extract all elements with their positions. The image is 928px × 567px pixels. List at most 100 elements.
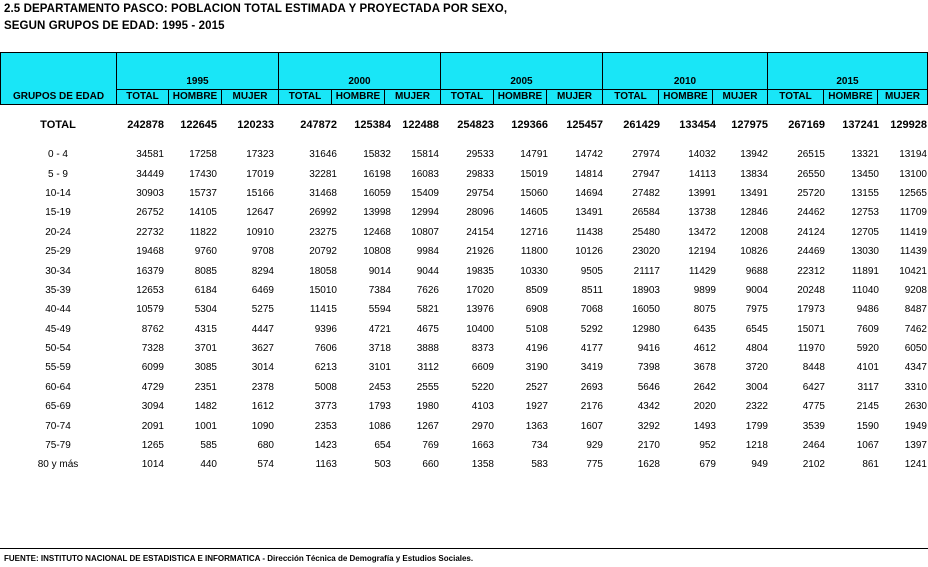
value-cell: 17973 [797,304,825,316]
value-cell: 15409 [411,187,439,199]
value-cell: 30903 [136,187,164,199]
value-cell: 1628 [637,459,660,471]
table-row: 20-24 22732 11822 10910 23275 12468 10807 24154… [0,223,928,242]
value-cell: 2642 [693,381,716,393]
value-cell: 5646 [637,381,660,393]
value-cell: 660 [422,459,439,471]
header-mujer-2005: MUJER [546,89,603,105]
value-cell: 2464 [802,440,825,452]
value-cell: 7606 [314,343,337,355]
value-cell: 14105 [189,207,217,219]
table-row: 65-69 3094 1482 1612 3773 1793 1980 4103 1927 217… [0,397,928,416]
value-cell: 16050 [632,304,660,316]
value-cell: 13491 [575,207,603,219]
header-mujer-1995: MUJER [221,89,279,105]
value-cell: 2630 [904,401,927,413]
age-group-label: 15-19 [45,207,71,219]
table-row: 30-34 16379 8085 8294 18058 9014 9044 19835 1033… [0,261,928,280]
value-cell: 4675 [416,323,439,335]
value-cell: 1482 [194,401,217,413]
value-cell: 24124 [797,226,825,238]
value-cell: 1358 [471,459,494,471]
value-cell: 9486 [856,304,879,316]
value-cell: 3117 [857,381,879,393]
value-cell: 1086 [368,420,391,432]
value-cell: 3720 [745,362,768,374]
value-cell: 12705 [851,226,879,238]
value-cell: 11419 [899,226,927,238]
value-cell: 769 [422,440,439,452]
value-cell: 13998 [363,207,391,219]
table-row: 25-29 19468 9760 9708 20792 10808 9984 21926 118… [0,242,928,261]
value-cell: 15814 [411,149,439,161]
age-group-label: 75-79 [45,440,71,452]
value-cell: 12468 [363,226,391,238]
value-cell: 29533 [466,149,494,161]
value-cell: 9416 [637,343,660,355]
value-cell: 11040 [851,284,879,296]
value-cell: 7462 [904,323,927,335]
value-cell: 6427 [802,381,825,393]
value-cell: 23275 [309,226,337,238]
value-cell: 1001 [194,420,217,432]
value-cell: 2176 [580,401,603,413]
table-row: 40-44 10579 5304 5275 11415 5594 5821 13976 6908… [0,300,928,319]
value-cell: 16059 [363,187,391,199]
value-cell: 9014 [368,265,391,277]
value-cell: 5292 [580,323,603,335]
value-cell: 12753 [851,207,879,219]
value-cell: 14113 [688,168,716,180]
value-cell: 2970 [471,420,494,432]
value-cell: 15019 [520,168,548,180]
value-cell: 1090 [251,420,274,432]
value-cell: 861 [862,459,879,471]
value-cell: 5220 [471,381,494,393]
value-cell: 15071 [797,323,825,335]
value-cell: 9044 [416,265,439,277]
value-cell: 15010 [309,284,337,296]
value-cell: 4103 [471,401,494,413]
value-cell: 1927 [525,401,548,413]
value-cell: 9396 [314,323,337,335]
value-cell: 13472 [688,226,716,238]
value-cell: 10579 [136,304,164,316]
value-cell: 680 [257,440,274,452]
age-group-label: 80 y más [37,459,79,471]
value-cell: 10826 [740,246,768,258]
value-cell: 14791 [520,149,548,161]
value-cell: 14605 [520,207,548,219]
value-cell: 574 [257,459,274,471]
header-mujer-2010: MUJER [712,89,768,105]
value-cell: 24462 [797,207,825,219]
value-cell: 13321 [851,149,879,161]
table-row: 70-74 2091 1001 1090 2353 1086 1267 2970 1363 160… [0,416,928,435]
value-cell: 14694 [575,187,603,199]
value-cell: 13194 [899,149,927,161]
value-cell: 26550 [797,168,825,180]
value-cell: 13976 [466,304,494,316]
value-cell: 4315 [194,323,217,335]
table-row: 0 - 4 34581 17258 17323 31646 15832 15814 29533… [0,145,928,164]
value-cell: 1663 [471,440,494,452]
value-cell: 120233 [237,119,274,131]
value-cell: 13991 [688,187,716,199]
value-cell: 3888 [416,343,439,355]
value-cell: 13942 [740,149,768,161]
value-cell: 7975 [745,304,768,316]
value-cell: 17020 [466,284,494,296]
value-cell: 1067 [856,440,879,452]
value-cell: 7384 [368,284,391,296]
value-cell: 1265 [141,440,164,452]
value-cell: 22312 [797,265,825,277]
value-cell: 7609 [856,323,879,335]
value-cell: 654 [374,440,391,452]
value-cell: 22732 [136,226,164,238]
value-cell: 31646 [309,149,337,161]
value-cell: 5304 [194,304,217,316]
table-row: 5 - 9 34449 17430 17019 32281 16198 16083 29833… [0,164,928,183]
value-cell: 2145 [856,401,879,413]
value-cell: 19835 [466,265,494,277]
value-cell: 13450 [851,168,879,180]
value-cell: 15166 [246,187,274,199]
value-cell: 13100 [899,168,927,180]
